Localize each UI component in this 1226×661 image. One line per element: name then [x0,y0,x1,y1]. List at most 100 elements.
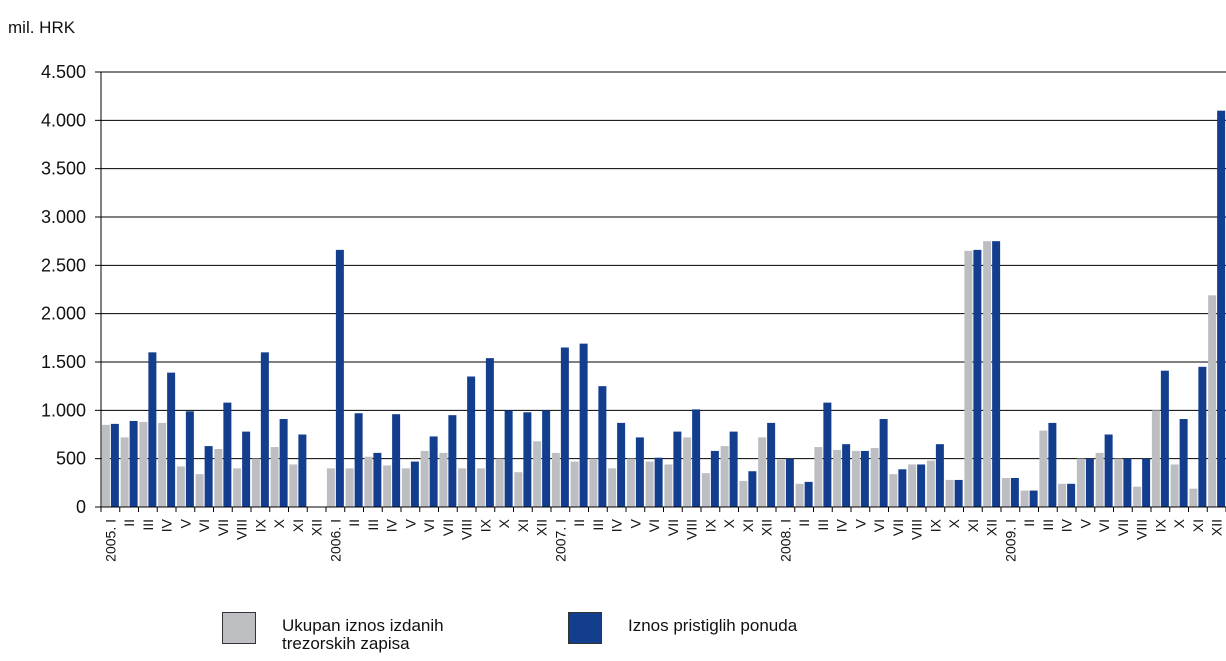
legend-label-offers: Iznos pristiglih ponuda [628,616,798,635]
bar-offers [1142,458,1151,507]
legend-label-issued: Ukupan iznos izdanih trezorskih zapisa [282,616,444,653]
x-tick-label: VII [215,519,231,536]
bar-offers [729,431,738,507]
bar-offers [467,376,476,507]
x-tick-label: II [796,519,812,527]
x-tick-label: III [1040,519,1056,531]
bar-issued [889,474,898,507]
bar-issued [720,446,729,507]
bar-offers [1198,366,1207,507]
bar-issued [401,468,410,507]
y-tick-label: 0 [76,497,86,517]
x-tick-label: 2007. I [552,519,568,562]
bar-offers [654,457,663,507]
bar-offers [1217,110,1226,508]
bar-issued [1076,458,1085,507]
x-tick-label: V [402,518,418,528]
bar-offers [804,481,813,507]
x-tick-label: 2009. I [1002,519,1018,562]
bar-offers [1067,483,1076,507]
x-tick-label: VI [196,519,212,532]
x-tick-label: VII [1115,519,1131,536]
x-tick-label: X [721,518,737,528]
bar-offers [579,343,588,507]
x-tick-label: VII [440,519,456,536]
bar-issued [626,458,635,507]
bar-issued [795,483,804,507]
y-tick-label: 3.000 [41,207,86,227]
x-tick-label: XII [534,519,550,536]
x-tick-label: V [1077,518,1093,528]
bar-issued [1039,430,1048,507]
bar-issued [458,468,467,507]
bar-issued [289,464,298,507]
bar-issued [908,464,917,507]
bar-issued [1114,458,1123,507]
bar-offers [1104,434,1113,507]
bar-issued [214,449,223,507]
bar-offers [429,436,438,507]
bar-offers [842,444,851,507]
y-tick-label: 4.000 [41,110,86,130]
x-tick-label: X [946,518,962,528]
bar-issued [551,452,560,507]
x-tick-label: XI [290,519,306,532]
bar-issued [926,460,935,507]
bar-offers [542,410,551,507]
bar-offers [504,410,513,507]
bar-offers [917,464,926,507]
bar-issued [1058,483,1067,507]
bar-issued [833,449,842,507]
x-tick-label: VI [421,519,437,532]
bar-offers [185,411,194,507]
bar-issued [270,447,279,507]
bar-issued [158,422,167,507]
x-tick-label: II [1021,519,1037,527]
bar-chart: 0 500 1.000 1.500 2.000 2.500 3.000 3.500 4.000 4… [41,62,1226,562]
bar-offers [954,479,963,507]
bar-issued [701,473,710,507]
bar-issued [758,437,767,507]
bar-offers [1179,419,1188,507]
x-tick-label: II [571,519,587,527]
bar-offers [1048,422,1057,507]
y-tick-label: 3.500 [41,159,86,179]
x-tick-label: IV [159,518,175,532]
gridlines [101,71,1226,460]
bar-offers [973,249,982,507]
bar-issued [1189,488,1198,507]
bar-offers [617,422,626,507]
bar-offers [785,458,794,507]
bar-offers [167,372,176,507]
x-tick-label: IX [1152,518,1168,532]
x-tick-label: XII [984,519,1000,536]
y-tick-label: 2.500 [41,255,86,275]
bar-offers [767,422,776,507]
bar-issued [589,458,598,507]
bar-offers [1123,458,1132,507]
x-tick-label: X [271,518,287,528]
bar-issued [1170,464,1179,507]
bar-offers [110,423,119,507]
y-tick-label: 500 [56,449,86,469]
x-tick-label: II [121,519,137,527]
bar-issued [120,437,129,507]
x-tick-label: X [496,518,512,528]
bar-issued [514,472,523,507]
bar-issued [664,464,673,507]
bar-issued [1001,478,1010,507]
bar-issued [814,447,823,507]
bar-issued [176,466,185,507]
bar-offers [692,409,701,507]
bar-issued [139,421,148,507]
x-tick-label: V [852,518,868,528]
bar-offers [204,446,213,507]
x-tick-label: III [590,519,606,531]
bar-offers [560,347,569,507]
bar-issued [964,250,973,508]
y-tick-label: 4.500 [41,62,86,82]
bar-issued [1133,486,1142,507]
bar-offers [598,386,607,507]
x-tick-label: XI [1190,519,1206,532]
